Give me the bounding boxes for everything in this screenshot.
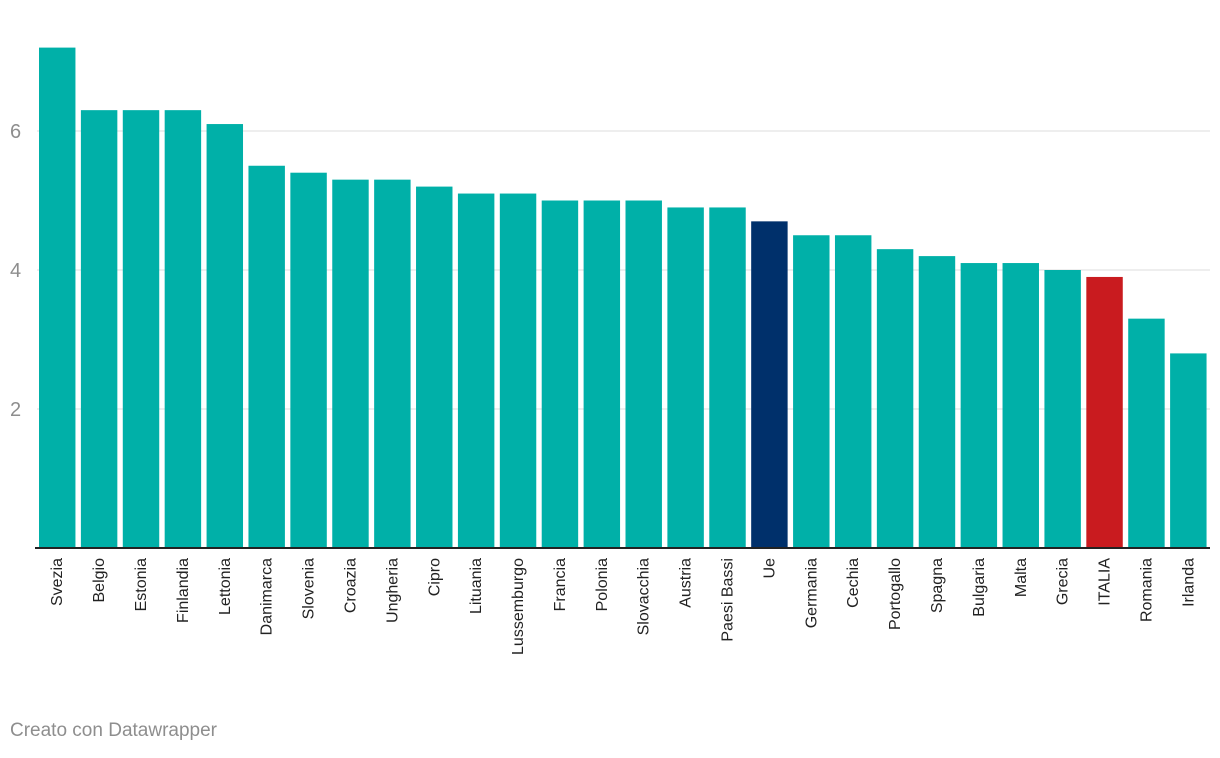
bar-ungheria [374,179,411,548]
category-label: Irlanda [1180,558,1197,607]
bar-portogallo [876,249,914,548]
category-label: Grecia [1055,558,1072,605]
bar-finlandia [164,110,202,549]
category-label: Portogallo [887,558,904,630]
category-label: Lussemburgo [510,558,527,655]
bar-irlanda [1170,353,1207,548]
category-label: Malta [1013,558,1030,597]
category-label: Ue [761,558,778,579]
category-label: Danimarca [259,558,276,635]
category-label: Lettonia [217,558,234,615]
category-label: Cipro [426,558,443,596]
category-label: Estonia [133,558,150,611]
bar-romania [1128,318,1165,548]
category-label: Finlandia [175,558,192,623]
bar-germania [793,235,830,548]
category-label: Romania [1138,558,1155,622]
category-label: Cechia [845,558,862,608]
y-tick-label: 4 [10,260,21,282]
bar-chart: 2 4 6 Svezia Belgio Estonia Finlandia Lettonia… [10,47,1210,655]
bar-malta [1002,263,1039,548]
category-labels: Svezia Belgio Estonia Finlandia Lettonia Dani… [49,558,1197,655]
bars [39,47,1207,549]
bar-lussemburgo [499,193,537,549]
category-label: Paesi Bassi [720,558,737,642]
bar-bulgaria [960,263,998,548]
bar-slovacchia [625,200,662,548]
bar-italia [1086,276,1123,548]
y-tick-label: 6 [10,121,21,143]
bar-paesi-bassi [709,207,746,548]
category-label: Francia [552,558,569,611]
bar-estonia [122,110,160,549]
category-label: Croazia [342,558,359,613]
bar-austria [667,207,704,548]
category-label: Slovenia [301,558,318,619]
category-label: Polonia [594,558,611,611]
category-label: Lituania [468,558,485,614]
category-label: Ungheria [384,558,401,623]
bar-slovenia [290,172,327,548]
bar-croazia [332,179,369,548]
category-label: Bulgaria [971,558,988,617]
bar-danimarca [248,165,285,548]
category-label: Spagna [929,558,946,613]
bar-lituania [457,193,495,549]
category-label: Austria [678,558,695,608]
category-label: Germania [803,558,820,628]
datawrapper-credit: Creato con Datawrapper [10,720,217,741]
bar-francia [541,200,579,548]
bar-svezia [39,47,76,548]
category-label: Slovacchia [636,558,653,635]
bar-ue [751,221,788,548]
bar-polonia [583,200,621,548]
bar-cechia [834,235,872,548]
bar-lettonia [206,124,244,549]
y-tick-label: 2 [10,399,21,421]
category-label: Svezia [49,558,66,606]
bar-grecia [1044,270,1081,548]
category-label: Belgio [91,558,108,603]
bar-spagna [918,256,956,548]
bar-belgio [80,110,118,549]
bar-cipro [416,186,453,548]
category-label: ITALIA [1097,558,1114,606]
